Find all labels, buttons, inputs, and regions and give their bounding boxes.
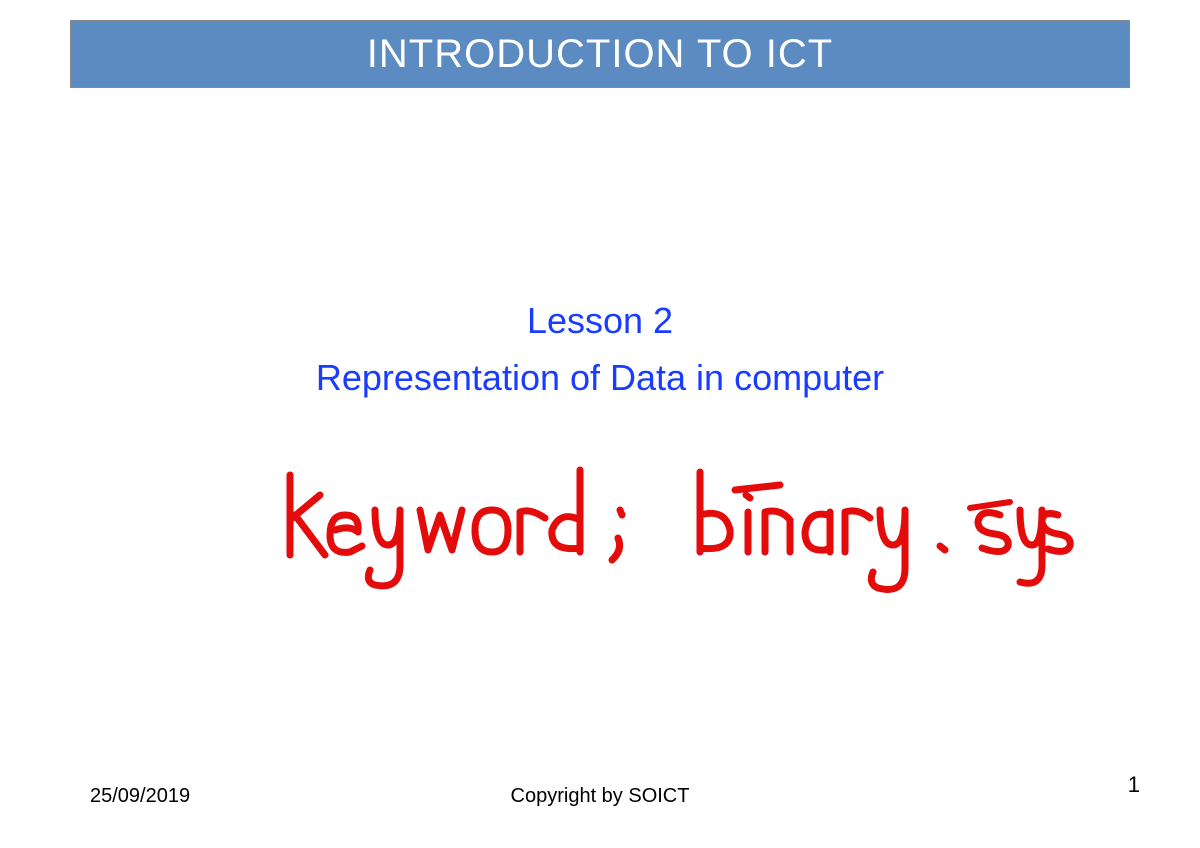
footer-copyright: Copyright by SOICT — [511, 785, 690, 808]
lesson-topic: Representation of Data in computer — [0, 357, 1200, 399]
page-title: INTRODUCTION TO ICT — [367, 32, 833, 77]
footer-page-number: 1 — [1128, 772, 1140, 798]
handwriting-annotation — [280, 460, 1080, 600]
title-bar: INTRODUCTION TO ICT — [70, 20, 1130, 88]
footer-date: 25/09/2019 — [90, 785, 190, 808]
lesson-number: Lesson 2 — [0, 300, 1200, 342]
subtitle-block: Lesson 2 Representation of Data in compu… — [0, 300, 1200, 399]
slide-footer: 25/09/2019 Copyright by SOICT 1 — [0, 778, 1200, 808]
